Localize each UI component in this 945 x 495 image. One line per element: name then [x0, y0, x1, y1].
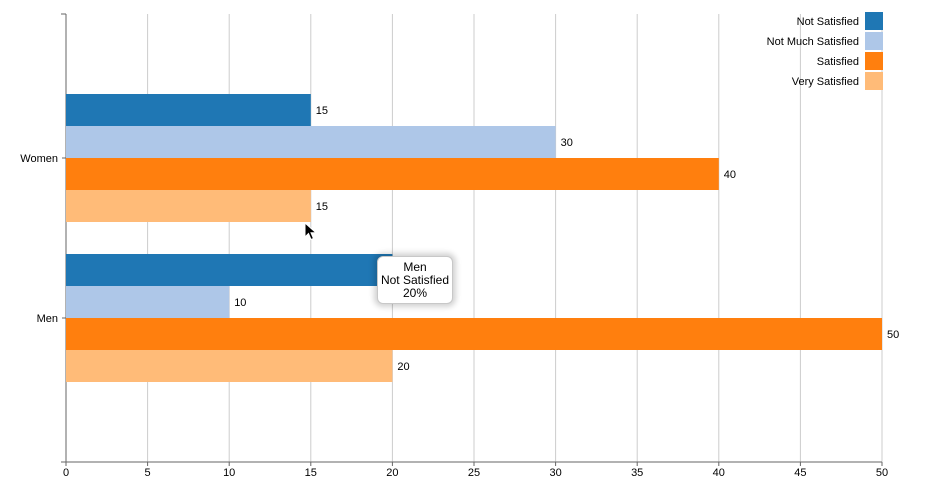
legend-swatch [865, 12, 883, 30]
bar [66, 254, 393, 286]
x-tick-label: 5 [145, 467, 151, 479]
legend-label: Not Satisfied [797, 16, 859, 28]
category-label: Women [20, 153, 58, 165]
x-tick-label: 0 [63, 467, 69, 479]
bar [66, 126, 556, 158]
bar-value-label: 30 [561, 137, 573, 149]
legend-swatch [865, 32, 883, 50]
x-tick-label: 40 [713, 467, 725, 479]
legend-label: Satisfied [817, 56, 859, 68]
legend-swatch [865, 52, 883, 70]
x-tick-label: 15 [305, 467, 317, 479]
legend-label: Not Much Satisfied [767, 36, 859, 48]
bar-value-label: 15 [316, 105, 328, 117]
mouse-pointer-icon [304, 222, 318, 241]
tooltip: Men Not Satisfied 20% [377, 256, 453, 304]
legend-label: Very Satisfied [792, 76, 859, 88]
bar-value-label: 20 [397, 361, 409, 373]
x-tick-label: 10 [223, 467, 235, 479]
x-tick-label: 30 [549, 467, 561, 479]
tooltip-category: Men [403, 260, 427, 274]
x-tick-label: 50 [876, 467, 888, 479]
bar [66, 158, 719, 190]
x-tick-label: 25 [468, 467, 480, 479]
bar-value-label: 10 [234, 297, 246, 309]
bar [66, 350, 393, 382]
x-tick-label: 20 [386, 467, 398, 479]
bar-value-label: 50 [887, 329, 899, 341]
legend-swatch [865, 72, 883, 90]
bar-value-label: 15 [316, 201, 328, 213]
bar [66, 318, 882, 350]
bar [66, 286, 230, 318]
category-label: Men [37, 313, 58, 325]
x-tick-label: 35 [631, 467, 643, 479]
bar-value-label: 40 [724, 169, 736, 181]
bar [66, 94, 311, 126]
tooltip-series: Not Satisfied [380, 273, 450, 287]
x-tick-label: 45 [794, 467, 806, 479]
bar [66, 190, 311, 222]
tooltip-value: 20% [402, 286, 428, 300]
